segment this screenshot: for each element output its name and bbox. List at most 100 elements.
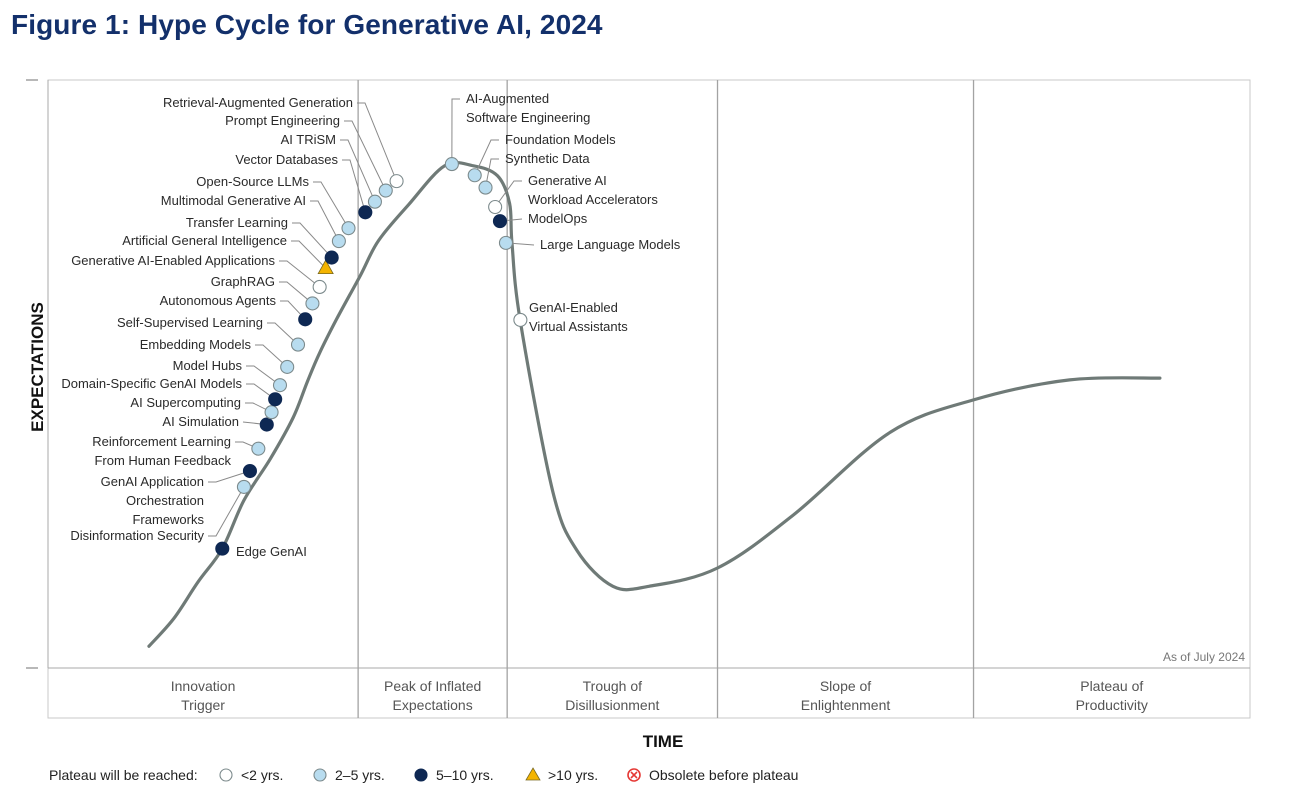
leader-line	[310, 200, 340, 242]
leader-line	[246, 383, 276, 400]
label-genai-workload-accelerators: Generative AI	[528, 173, 607, 188]
label-agi: Artificial General Intelligence	[122, 233, 287, 248]
legend-symbol-5to10	[414, 768, 428, 782]
legend-symbol-lt2	[219, 768, 233, 782]
label-rlhf: From Human Feedback	[94, 453, 231, 468]
phase-label: Trough of	[583, 678, 643, 694]
leader-line	[279, 260, 320, 288]
label-transfer-learning: Transfer Learning	[186, 215, 288, 230]
legend-item-2to5: 2–5 yrs.	[335, 767, 385, 783]
label-ai-augmented-software-engineering: AI-Augmented	[466, 91, 549, 106]
label-genai-application-orchestration-frameworks: Frameworks	[132, 512, 204, 527]
label-multimodal-generative-ai: Multimodal Generative AI	[161, 193, 306, 208]
marker-synthetic-data	[478, 180, 493, 195]
label-genai-enabled-applications: Generative AI-Enabled Applications	[71, 253, 275, 268]
leader-line	[255, 344, 288, 368]
legend-item-lt2: <2 yrs.	[241, 767, 283, 783]
label-synthetic-data: Synthetic Data	[505, 151, 590, 166]
label-domain-specific-genai-models: Domain-Specific GenAI Models	[61, 376, 242, 391]
leader-line	[246, 365, 281, 386]
marker-model-hubs	[272, 378, 288, 393]
leader-line	[357, 102, 398, 182]
label-self-supervised-learning: Self-Supervised Learning	[117, 315, 263, 330]
leader-line	[451, 98, 460, 165]
marker-transfer-learning	[324, 250, 339, 265]
label-ai-simulation: AI Simulation	[162, 414, 239, 429]
phase-label: Disillusionment	[565, 697, 659, 713]
leader-line	[494, 180, 522, 208]
leader-line	[292, 222, 333, 258]
marker-self-supervised-learning	[290, 337, 306, 352]
leader-line	[280, 300, 306, 320]
phase-label: Productivity	[1076, 697, 1148, 713]
label-disinformation-security: Disinformation Security	[70, 528, 204, 543]
label-embedding-models: Embedding Models	[140, 337, 252, 352]
label-model-hubs: Model Hubs	[173, 358, 243, 373]
label-genai-workload-accelerators: Workload Accelerators	[528, 192, 658, 207]
phase-label: Innovation	[171, 678, 236, 694]
leader-line	[291, 240, 327, 269]
marker-rlhf	[251, 441, 266, 456]
label-edge-genai: Edge GenAI	[236, 544, 307, 559]
label-modelops: ModelOps	[528, 211, 588, 226]
leader-line	[342, 159, 366, 213]
hype-curve	[147, 160, 1162, 648]
leader-line	[485, 158, 499, 188]
marker-genai-workload-accelerators	[488, 199, 503, 215]
marker-ai-augmented-software-engineering	[444, 157, 459, 172]
marker-multimodal-generative-ai	[331, 234, 346, 249]
label-foundation-models: Foundation Models	[505, 132, 616, 147]
x-axis-title: TIME	[643, 732, 684, 751]
marker-genai-enabled-applications	[312, 279, 327, 295]
marker-open-source-llms	[341, 221, 356, 236]
marker-domain-specific-genai-models	[268, 392, 283, 407]
marker-ai-simulation	[259, 417, 274, 432]
marker-rag	[389, 174, 404, 189]
phase-label: Enlightenment	[801, 697, 891, 713]
marker-modelops	[492, 214, 508, 229]
leader-line	[267, 322, 299, 345]
leader-line	[474, 139, 499, 176]
phase-label: Expectations	[393, 697, 473, 713]
marker-graphrag	[305, 296, 320, 311]
legend-item-obsolete: Obsolete before plateau	[649, 767, 798, 783]
as-of-note: As of July 2024	[1163, 650, 1245, 664]
leader-line	[344, 120, 387, 191]
leader-line	[208, 470, 251, 483]
marker-vector-databases	[358, 205, 373, 220]
marker-ai-supercomputing	[264, 405, 279, 420]
marker-embedding-models	[280, 359, 295, 374]
label-ai-supercomputing: AI Supercomputing	[130, 395, 241, 410]
legend-symbol-x-obsolete	[630, 771, 638, 779]
marker-disinformation-security	[236, 479, 251, 494]
legend-item-5to10: 5–10 yrs.	[436, 767, 494, 783]
legend-item-gt10: >10 yrs.	[548, 767, 598, 783]
legend-symbol-gt10	[525, 767, 541, 781]
marker-large-language-models	[498, 235, 514, 250]
label-genai-application-orchestration-frameworks: GenAI Application	[101, 474, 204, 489]
page-title: Figure 1: Hype Cycle for Generative AI, …	[11, 9, 603, 40]
phase-label: Peak of Inflated	[384, 678, 481, 694]
label-genai-application-orchestration-frameworks: Orchestration	[126, 493, 204, 508]
label-autonomous-agents: Autonomous Agents	[160, 293, 277, 308]
leader-line	[313, 181, 349, 229]
phase-label: Slope of	[820, 678, 871, 694]
legend-symbol-2to5	[313, 768, 327, 782]
marker-genai-enabled-virtual-assistants	[513, 312, 528, 327]
label-ai-trism: AI TRiSM	[281, 132, 336, 147]
leader-line	[340, 139, 376, 202]
marker-ai-trism	[367, 194, 382, 209]
label-large-language-models: Large Language Models	[540, 237, 681, 252]
label-genai-enabled-virtual-assistants: Virtual Assistants	[529, 319, 628, 334]
marker-genai-application-orchestration-frameworks	[242, 463, 257, 479]
phase-label: Trigger	[181, 697, 225, 713]
leader-line	[208, 486, 245, 537]
legend-label: Plateau will be reached:	[49, 767, 198, 783]
label-graphrag: GraphRAG	[211, 274, 275, 289]
label-ai-augmented-software-engineering: Software Engineering	[466, 110, 590, 125]
label-rlhf: Reinforcement Learning	[92, 434, 231, 449]
marker-autonomous-agents	[298, 312, 313, 327]
y-axis-title: EXPECTATIONS	[28, 302, 47, 432]
phase-label: Plateau of	[1080, 678, 1143, 694]
